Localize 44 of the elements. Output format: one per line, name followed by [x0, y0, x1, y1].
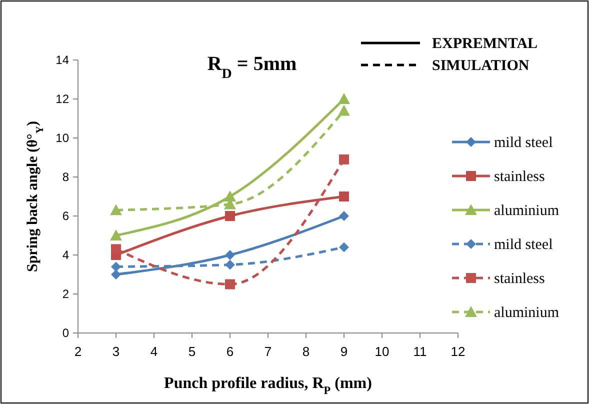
- x-tick-label: 6: [226, 344, 234, 359]
- y-tick-label: 4: [62, 248, 70, 262]
- point: [338, 104, 350, 116]
- legend-label: aluminium: [494, 203, 560, 219]
- point: [111, 262, 121, 272]
- point: [110, 204, 122, 216]
- x-tick-label: 11: [413, 344, 427, 359]
- x-tick-label: 10: [374, 344, 390, 359]
- x-tick-label: 4: [150, 344, 158, 359]
- y-tick-label: 12: [56, 92, 70, 106]
- point: [225, 250, 235, 260]
- x-tick-label: 12: [450, 344, 466, 359]
- legend-label: mild steel: [494, 135, 553, 151]
- text: EXPREMNTAL: [432, 36, 538, 52]
- y-tick-label: 2: [62, 287, 70, 301]
- legend-label: stainless: [494, 271, 545, 287]
- y-tick-label: 8: [62, 170, 70, 184]
- annotation: SIMULATION: [432, 58, 530, 74]
- point: [339, 242, 349, 252]
- point: [225, 279, 235, 290]
- point: [111, 270, 121, 280]
- x-tick-label: 9: [340, 344, 348, 359]
- x-tick-label: 2: [74, 344, 82, 359]
- y-tick-label: 10: [56, 131, 70, 145]
- point: [339, 192, 349, 202]
- y-tick-label: 6: [62, 209, 70, 223]
- y-tick-label: 0: [62, 326, 70, 340]
- x-tick-label: 7: [264, 344, 272, 359]
- legend-label: stainless: [494, 169, 545, 185]
- point: [225, 260, 235, 270]
- legend-label: mild steel: [494, 237, 553, 253]
- point: [225, 211, 235, 221]
- x-tick-label: 5: [188, 344, 196, 359]
- point: [339, 211, 349, 221]
- chart-title: R$_{D}$ = 5mm: [207, 53, 297, 82]
- y-tick-label: 14: [56, 53, 70, 67]
- x-tick-label: 8: [302, 344, 310, 359]
- point: [224, 190, 236, 202]
- x-tick-label: 3: [112, 344, 120, 359]
- x-axis-title: Punch profile radius, R$_{P}$ (mm): [164, 375, 372, 397]
- point: [339, 154, 349, 164]
- point: [110, 230, 122, 240]
- legend-label: aluminium: [494, 305, 560, 321]
- point: [338, 93, 350, 104]
